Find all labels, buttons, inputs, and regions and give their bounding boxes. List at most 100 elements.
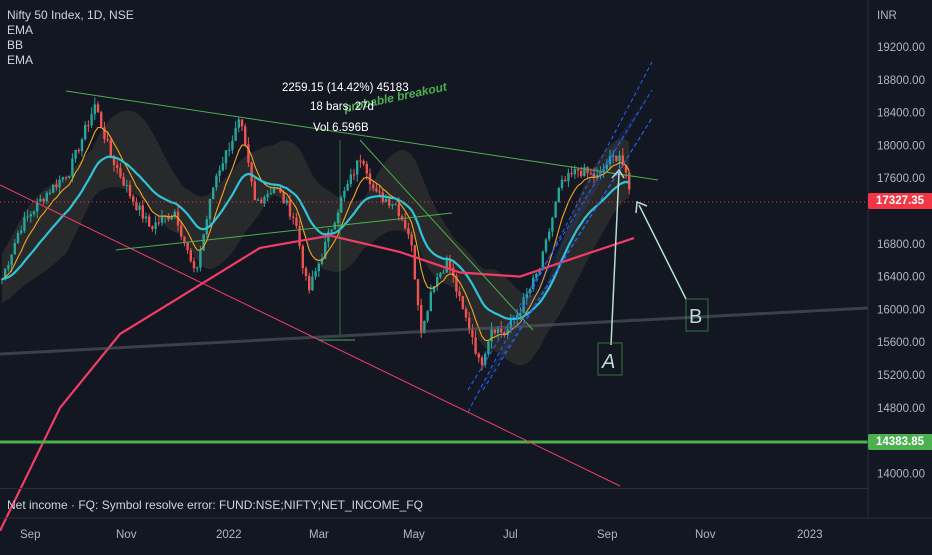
candle-body	[426, 311, 429, 321]
candle-body	[506, 329, 509, 336]
candle-body	[180, 225, 183, 237]
candle-body	[45, 192, 48, 202]
candle-body	[52, 184, 55, 193]
upper-trendline	[65, 90, 659, 181]
candle-body	[496, 328, 500, 333]
candle-body	[580, 170, 583, 177]
candle-body	[228, 149, 231, 151]
candle-body	[525, 293, 528, 298]
candle-body	[64, 177, 68, 179]
candle-body	[560, 179, 564, 189]
candle-body	[68, 175, 71, 178]
indicator-ema-1[interactable]: EMA	[7, 23, 34, 37]
price-tick-label: 18800.00	[877, 75, 925, 87]
candle-body	[490, 329, 493, 342]
candle-body	[311, 276, 314, 291]
candle-body	[583, 167, 586, 177]
candle-body	[32, 211, 36, 215]
candle-body	[237, 119, 240, 128]
candle-body	[247, 144, 250, 163]
candle-body	[186, 242, 189, 251]
chart-legend: Nifty 50 Index, 1D, NSE EMA BB EMA	[7, 8, 134, 68]
candle-body	[624, 165, 628, 173]
arrow-b-line	[638, 204, 687, 300]
candle-body	[573, 169, 576, 175]
candle-body	[196, 267, 199, 269]
last-price-tag: 17327.35	[868, 193, 932, 209]
candle-body	[125, 184, 128, 186]
candle-body	[173, 211, 176, 217]
candle-body	[141, 205, 144, 219]
candle-body	[394, 204, 397, 206]
symbol-title[interactable]: Nifty 50 Index, 1D, NSE	[7, 8, 134, 22]
candle-body	[349, 174, 352, 184]
candle-body	[477, 353, 480, 358]
candle-body	[218, 170, 221, 176]
measure-tooltip-line1: 2259.15 (14.42%) 45183	[282, 82, 409, 94]
candle-body	[80, 139, 84, 152]
candle-body	[461, 296, 464, 309]
candle-body	[458, 291, 461, 297]
candle-body	[132, 196, 135, 202]
candle-body	[544, 239, 548, 252]
candle-body	[260, 199, 263, 204]
candle-body	[397, 204, 400, 217]
candle-body	[272, 188, 276, 194]
candle-body	[256, 199, 260, 201]
time-tick-label: Sep	[597, 529, 617, 541]
indicator-ema-2[interactable]: EMA	[7, 53, 34, 67]
candle-body	[282, 192, 285, 204]
candle-body	[308, 276, 311, 291]
candle-body	[23, 217, 26, 231]
candle-body	[378, 191, 381, 193]
candle-body	[215, 175, 218, 188]
support-price-tag: 14383.85	[868, 434, 932, 450]
candle-body	[487, 341, 490, 354]
candle-body	[151, 226, 154, 229]
time-tick-label: Jul	[503, 529, 518, 541]
candle-body	[442, 272, 445, 274]
channel-lower	[499, 117, 653, 361]
indicator-bb[interactable]: BB	[7, 38, 24, 52]
candle-body	[528, 288, 532, 294]
candle-body	[538, 269, 541, 274]
candle-body	[39, 198, 42, 202]
candle-body	[407, 228, 410, 235]
candle-body	[455, 275, 458, 292]
candle-body	[608, 156, 612, 165]
price-axis[interactable]: INR 19200.00 18800.00 18400.00 18000.00 17600…	[867, 0, 932, 550]
candle-body	[356, 160, 359, 175]
candle-body	[77, 149, 80, 152]
candle-body	[535, 273, 538, 278]
time-axis[interactable]: Sep Nov 2022 Mar May Jul Sep Nov 2023	[0, 517, 932, 541]
candle-body	[336, 212, 340, 224]
channel-upper	[467, 61, 653, 413]
indicator-pane-status: Net income · FQ: Symbol resolve error: F…	[0, 488, 868, 519]
candle-body	[516, 314, 519, 319]
candle-body	[138, 205, 141, 210]
candle-body	[615, 155, 618, 162]
candle-body	[250, 162, 253, 182]
candle-body	[199, 250, 202, 268]
candle-body	[29, 214, 32, 217]
candle-body	[324, 241, 327, 259]
label-b-box	[685, 298, 709, 332]
candle-body	[519, 312, 522, 315]
candle-body	[365, 163, 368, 174]
candle-body	[119, 167, 122, 177]
candle-body	[567, 173, 570, 182]
channel-mid-2	[467, 89, 653, 391]
candle-body	[480, 357, 484, 365]
time-tick-label: Nov	[695, 529, 716, 541]
candle-body	[618, 155, 621, 162]
candle-body	[362, 160, 365, 164]
candle-body	[74, 149, 77, 159]
candle-body	[432, 286, 436, 292]
price-tick-label: 16400.00	[877, 272, 925, 284]
candle-body	[503, 332, 506, 336]
candle-body	[58, 179, 61, 188]
price-axis-bg	[868, 0, 932, 550]
